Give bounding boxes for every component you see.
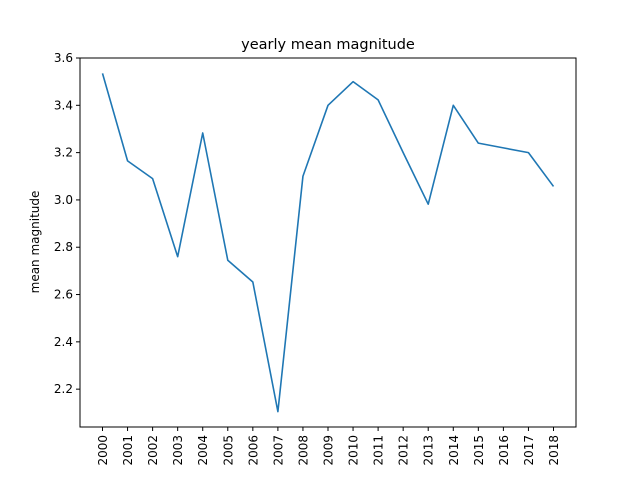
x-tick-label: 2006 bbox=[246, 435, 260, 466]
x-tick-label: 2002 bbox=[146, 435, 160, 466]
plot-area bbox=[79, 57, 577, 428]
x-tick-label: 2014 bbox=[447, 435, 461, 466]
y-tick-label: 3.2 bbox=[54, 146, 73, 160]
x-tick-label: 2000 bbox=[96, 435, 110, 466]
x-tick-label: 2008 bbox=[296, 435, 310, 466]
y-tick-label: 2.6 bbox=[54, 288, 73, 302]
y-tick-label: 2.8 bbox=[54, 240, 73, 254]
x-tick-label: 2007 bbox=[271, 435, 285, 466]
x-tick-label: 2017 bbox=[522, 435, 536, 466]
y-tick-label: 3.4 bbox=[54, 98, 73, 112]
x-tick-label: 2012 bbox=[397, 435, 411, 466]
y-tick-label: 2.4 bbox=[54, 335, 73, 349]
x-tick-label: 2003 bbox=[171, 435, 185, 466]
x-tick-label: 2016 bbox=[497, 435, 511, 466]
x-axis: 2000 2001 2002 2003 2004 2005 2006 2007 2008 2009… bbox=[96, 427, 561, 466]
y-tick-label: 2.2 bbox=[54, 382, 73, 396]
chart-title: yearly mean magnitude bbox=[241, 37, 415, 53]
x-tick-label: 2013 bbox=[422, 435, 436, 466]
y-axis-title: mean magnitude bbox=[28, 191, 42, 294]
x-tick-label: 2015 bbox=[472, 435, 486, 466]
x-tick-label: 2010 bbox=[347, 435, 361, 466]
x-tick-label: 2011 bbox=[372, 435, 386, 466]
y-axis: 2.2 2.4 2.6 2.8 3.0 3.2 3.4 3.6 bbox=[54, 51, 80, 396]
x-tick-label: 2018 bbox=[547, 435, 561, 466]
y-tick-label: 3.0 bbox=[54, 193, 73, 207]
series-layer bbox=[101, 73, 555, 413]
x-tick-label: 2005 bbox=[221, 435, 235, 466]
x-tick-label: 2004 bbox=[196, 435, 210, 466]
x-tick-label: 2001 bbox=[121, 435, 135, 466]
series-line bbox=[101, 73, 555, 413]
x-tick-label: 2009 bbox=[322, 435, 336, 466]
y-tick-label: 3.6 bbox=[54, 51, 73, 65]
